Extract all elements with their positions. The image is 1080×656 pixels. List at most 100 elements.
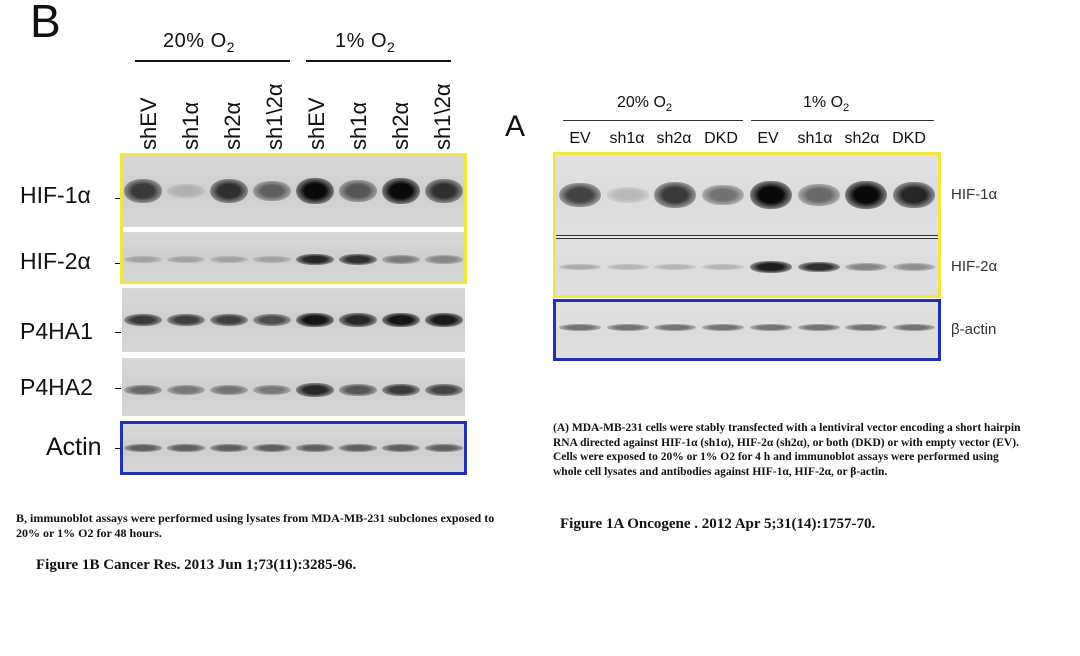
blot-band	[167, 255, 206, 264]
blot-band	[424, 179, 463, 203]
panel-b-row-label-actin: Actin	[46, 433, 102, 461]
blot-band	[893, 181, 936, 209]
panel-b-lane-label: sh2α	[220, 101, 245, 150]
panel-b-blot-p4ha1	[122, 288, 465, 352]
panel-b-group-20-label: 20% O2	[163, 30, 235, 55]
panel-b-lane-label: sh1α	[346, 101, 371, 150]
blot-band	[124, 384, 163, 396]
blot-band	[424, 313, 463, 327]
panel-b-group-20-line	[135, 60, 290, 62]
panel-a-blot-hif1a	[556, 155, 938, 235]
panel-a-blot-actin	[556, 301, 938, 359]
blot-band	[295, 444, 334, 452]
blot-band	[338, 180, 377, 202]
panel-a-lane-label: sh2α	[656, 130, 692, 147]
blot-band	[338, 254, 377, 265]
blot-band	[338, 384, 377, 396]
blot-band	[210, 179, 249, 203]
panel-b-row-label-hif2a: HIF-2α	[20, 248, 91, 274]
panel-b-citation: Figure 1B Cancer Res. 2013 Jun 1;73(11):…	[36, 557, 357, 573]
blot-band	[845, 180, 888, 210]
panel-b-blot-actin	[122, 423, 465, 473]
panel-a-caption: (A) MDA-MB-231 cells were stably transfe…	[553, 422, 1021, 478]
blot-band	[253, 255, 292, 264]
blot-band	[797, 323, 840, 331]
blot-band	[749, 323, 792, 331]
panel-a-group-1-label: 1% O2	[803, 94, 850, 115]
blot-band	[606, 323, 649, 331]
blot-band	[702, 184, 745, 206]
panel-b-blot-hif2a	[122, 232, 465, 282]
blot-band	[606, 187, 649, 203]
panel-b-lane-label: sh1\2α	[430, 83, 455, 150]
panel-a-row-label-actin: β-actin	[951, 321, 997, 338]
blot-band	[381, 177, 420, 205]
panel-a-lane-label: DKD	[892, 130, 926, 147]
panel-a-lane-label: sh1α	[609, 130, 645, 147]
panel-b-blot-hif1a	[122, 155, 465, 227]
blot-band	[210, 444, 249, 452]
blot-band	[167, 183, 206, 199]
blot-band	[338, 444, 377, 452]
blot-band	[124, 444, 163, 452]
blot-band	[210, 384, 249, 396]
panel-b-row-label-p4ha1: P4HA1	[20, 318, 93, 344]
blot-band	[124, 179, 163, 203]
blot-band	[424, 444, 463, 452]
blot-band	[893, 263, 936, 271]
blot-band	[295, 177, 334, 205]
panel-b-lane-label: sh2α	[388, 101, 413, 150]
blot-band	[749, 261, 792, 273]
panel-a-lane-label: sh2α	[844, 130, 880, 147]
blot-band	[381, 255, 420, 264]
blot-band	[749, 180, 792, 210]
blot-band	[654, 182, 697, 208]
blot-band	[558, 323, 601, 331]
panel-b-row-label-p4ha2: P4HA2	[20, 374, 93, 400]
blot-band	[654, 323, 697, 331]
blot-band	[167, 444, 206, 452]
panel-b-group-1-line	[306, 60, 451, 62]
blot-band	[702, 263, 745, 271]
panel-b-yellow-highlight-box	[120, 153, 467, 284]
blot-band	[381, 383, 420, 397]
panel-b-lane-label: shEV	[304, 97, 329, 150]
panel-b-row-label-hif1a: HIF-1α	[20, 182, 91, 208]
panel-a-letter: A	[505, 110, 526, 143]
panel-b-letter: B	[30, 0, 61, 47]
blot-band	[295, 312, 334, 327]
panel-b-lane-label: shEV	[136, 97, 161, 150]
blot-band	[338, 313, 377, 327]
panel-a-lane-label: sh1α	[797, 130, 833, 147]
panel-b-caption: B, immunoblot assays were performed usin…	[16, 511, 495, 540]
panel-a-blue-highlight-box	[553, 299, 941, 361]
blot-band	[253, 444, 292, 452]
panel-a-lane-label: DKD	[704, 130, 738, 147]
blot-band	[845, 262, 888, 272]
panel-a-lane-label: EV	[569, 130, 591, 147]
blot-band	[797, 184, 840, 206]
panel-a-blot-hif2a	[556, 239, 938, 295]
panel-a-row-label-hif2a: HIF-2α	[951, 258, 998, 275]
blot-band	[253, 180, 292, 202]
panel-b-lane-label: sh1\2α	[262, 83, 287, 150]
blot-band	[424, 383, 463, 396]
blot-band	[167, 313, 206, 327]
blot-band	[295, 253, 334, 266]
blot-band	[167, 384, 206, 395]
blot-band	[606, 263, 649, 271]
panel-a-row-label-hif1a: HIF-1α	[951, 186, 998, 203]
panel-a-group-20-line	[563, 120, 743, 121]
blot-band	[797, 261, 840, 273]
blot-band	[381, 312, 420, 327]
panel-b-tick-p4ha2	[115, 388, 121, 389]
blot-band	[295, 383, 334, 397]
panel-b-tick-hif1a	[115, 198, 121, 199]
blot-band	[893, 323, 936, 331]
panel-b-group-1-label: 20% O1% O2	[335, 30, 396, 55]
panel-a-yellow-highlight-box	[553, 152, 941, 298]
panel-b-tick-p4ha1	[115, 332, 121, 333]
panel-a-citation: Figure 1A Oncogene . 2012 Apr 5;31(14):1…	[560, 516, 876, 532]
panel-b-tick-actin	[115, 448, 121, 449]
blot-band	[424, 255, 463, 264]
